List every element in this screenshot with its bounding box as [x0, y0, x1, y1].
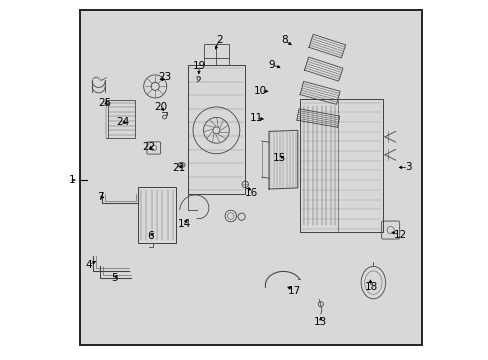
Text: 7: 7 — [97, 192, 103, 202]
Text: 10: 10 — [254, 86, 267, 96]
Text: 1: 1 — [69, 175, 76, 185]
Bar — [108, 100, 135, 138]
Text: 19: 19 — [192, 60, 206, 71]
Text: 12: 12 — [392, 230, 406, 240]
Text: 9: 9 — [267, 60, 274, 70]
Text: 4: 4 — [85, 260, 92, 270]
Text: 14: 14 — [177, 219, 190, 229]
Text: 23: 23 — [158, 72, 171, 82]
Text: 5: 5 — [111, 273, 117, 283]
Text: 24: 24 — [116, 117, 129, 127]
Text: 17: 17 — [287, 286, 300, 296]
Text: 21: 21 — [172, 163, 185, 174]
Text: 18: 18 — [364, 282, 377, 292]
Text: 13: 13 — [314, 317, 327, 327]
Text: 16: 16 — [244, 188, 257, 198]
Text: 22: 22 — [142, 142, 155, 152]
Text: 20: 20 — [154, 102, 167, 112]
Text: 3: 3 — [404, 162, 411, 172]
Bar — [204, 44, 228, 65]
Text: 6: 6 — [146, 231, 153, 241]
Text: 15: 15 — [273, 153, 286, 163]
Text: 11: 11 — [249, 113, 262, 123]
Bar — [138, 187, 176, 243]
Text: 25: 25 — [98, 98, 111, 108]
Text: 8: 8 — [281, 35, 287, 45]
Text: 2: 2 — [216, 35, 222, 45]
